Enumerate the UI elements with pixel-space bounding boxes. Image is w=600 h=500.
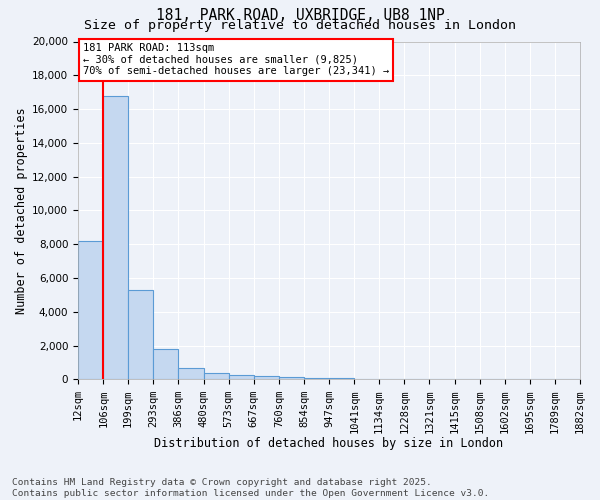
X-axis label: Distribution of detached houses by size in London: Distribution of detached houses by size …: [154, 437, 503, 450]
Y-axis label: Number of detached properties: Number of detached properties: [15, 107, 28, 314]
Bar: [279, 377, 304, 380]
Bar: [154, 349, 178, 380]
Bar: [229, 375, 254, 380]
Bar: [354, 379, 379, 380]
Bar: [78, 241, 103, 380]
Text: 181, PARK ROAD, UXBRIDGE, UB8 1NP: 181, PARK ROAD, UXBRIDGE, UB8 1NP: [155, 8, 445, 22]
Bar: [329, 378, 354, 380]
Text: Contains HM Land Registry data © Crown copyright and database right 2025.
Contai: Contains HM Land Registry data © Crown c…: [12, 478, 489, 498]
Bar: [304, 378, 329, 380]
Bar: [203, 374, 229, 380]
Bar: [128, 290, 154, 380]
Bar: [178, 368, 203, 380]
Bar: [254, 376, 279, 380]
Text: 181 PARK ROAD: 113sqm
← 30% of detached houses are smaller (9,825)
70% of semi-d: 181 PARK ROAD: 113sqm ← 30% of detached …: [83, 43, 389, 76]
Bar: [103, 96, 128, 380]
Text: Size of property relative to detached houses in London: Size of property relative to detached ho…: [84, 19, 516, 32]
